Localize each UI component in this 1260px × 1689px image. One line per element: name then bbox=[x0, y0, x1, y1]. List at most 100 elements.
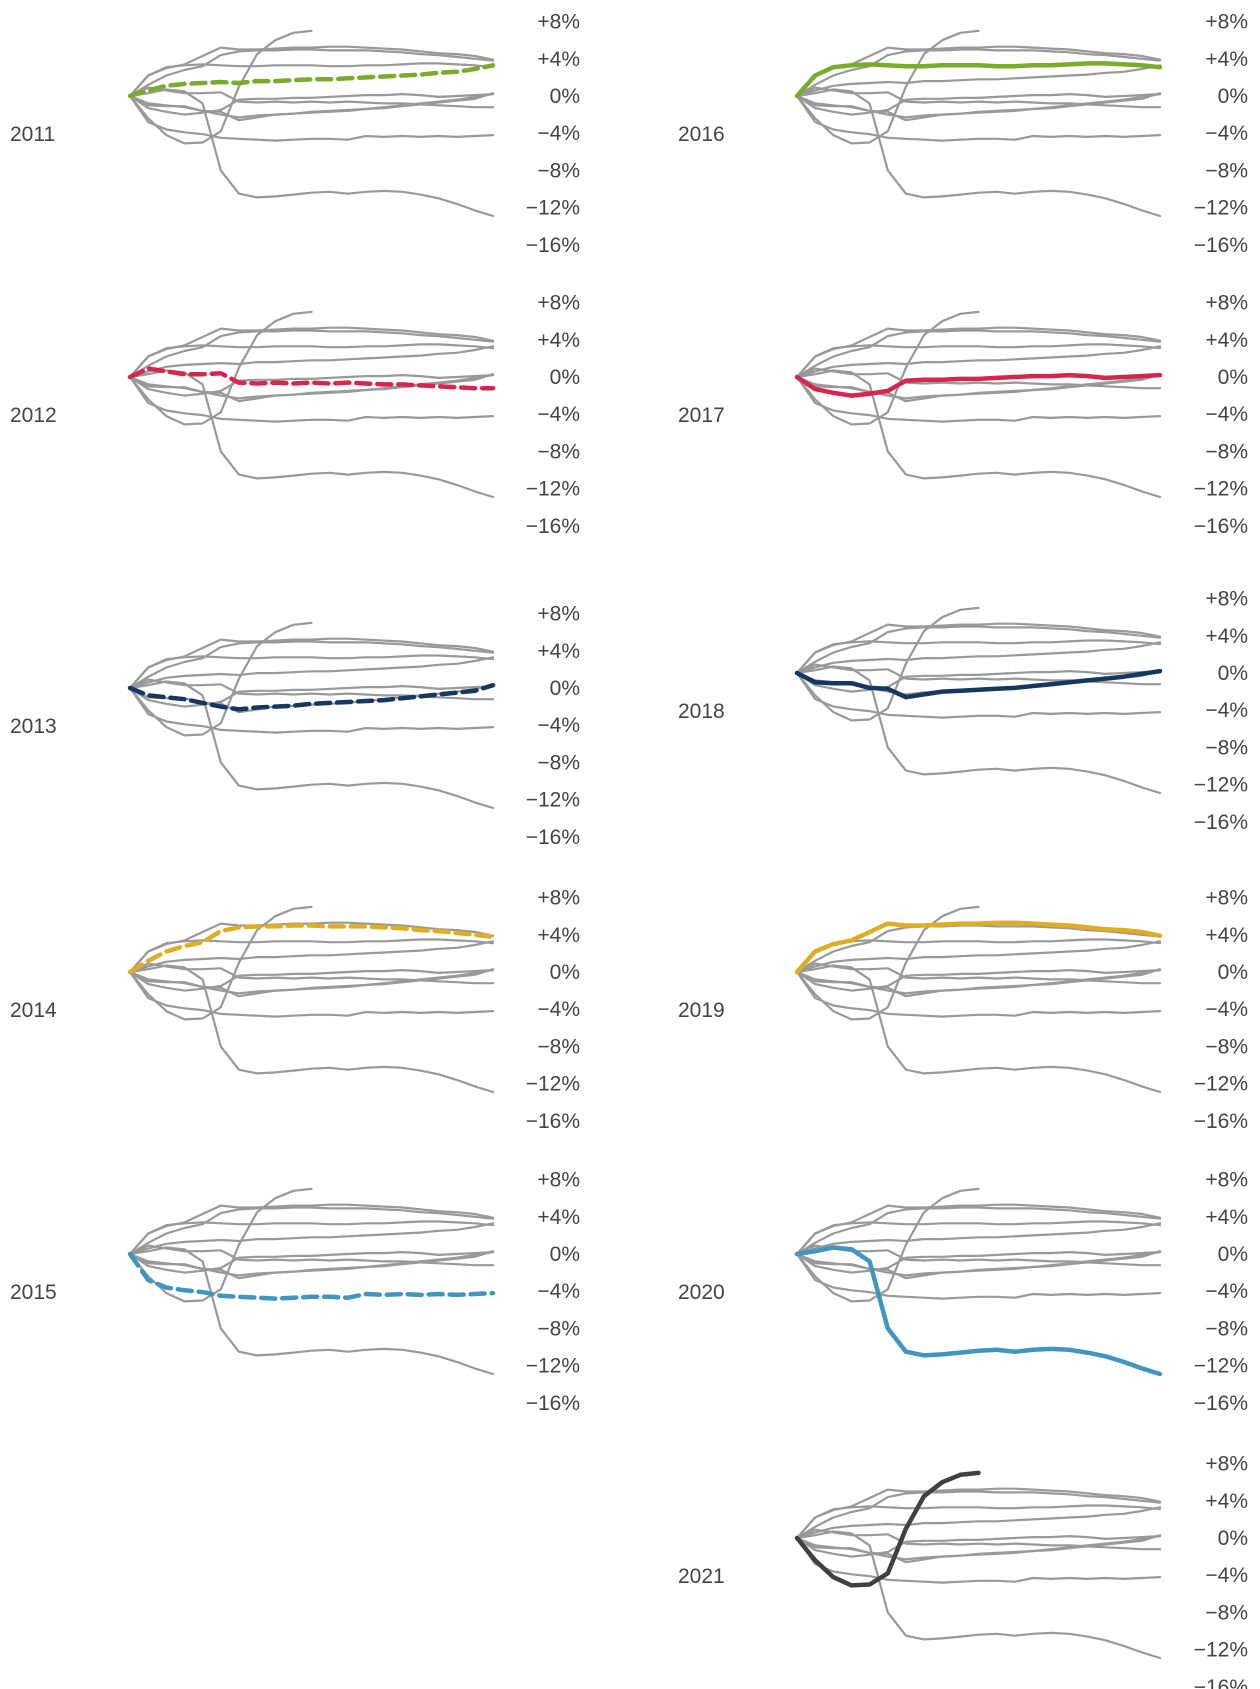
tick-label: +4% bbox=[537, 329, 580, 352]
tick-label: +4% bbox=[1205, 329, 1248, 352]
tick-label: −16% bbox=[526, 826, 580, 849]
panel-2011: 2011 +8% +4% 0% −4% −8% −12% −16% bbox=[10, 11, 580, 257]
background-line-2021 bbox=[795, 905, 980, 1021]
tick-label: −12% bbox=[526, 1073, 580, 1096]
background-line-2021 bbox=[795, 29, 980, 145]
panel-2020: 2020 +8% +4% 0% −4% −8% −12% −16% bbox=[678, 1169, 1248, 1415]
tick-label: −8% bbox=[1205, 1317, 1248, 1340]
tick-label: −8% bbox=[1205, 1035, 1248, 1058]
panel-2019: 2019 +8% +4% 0% −4% −8% −12% −16% bbox=[678, 887, 1248, 1133]
background-line-2019 bbox=[795, 1203, 1162, 1256]
panel-2018: 2018 +8% +4% 0% −4% −8% −12% −16% bbox=[678, 588, 1248, 834]
background-line-2011 bbox=[128, 345, 495, 379]
background-line-2016 bbox=[128, 62, 495, 98]
highlight-line-2016 bbox=[794, 61, 1163, 99]
tick-label: −16% bbox=[526, 515, 580, 538]
tick-label: −16% bbox=[1194, 1392, 1248, 1415]
background-line-2011 bbox=[795, 641, 1162, 675]
year-label-2018: 2018 bbox=[678, 700, 725, 723]
background-line-2012 bbox=[795, 367, 1162, 390]
background-line-2021 bbox=[795, 310, 980, 426]
background-line-2019 bbox=[128, 637, 495, 690]
tick-label: +4% bbox=[1205, 924, 1248, 947]
background-line-2021 bbox=[795, 606, 980, 722]
tick-label: 0% bbox=[550, 677, 580, 700]
highlight-line-2011 bbox=[127, 63, 496, 99]
tick-label: −12% bbox=[526, 197, 580, 220]
tick-label: −12% bbox=[1194, 1355, 1248, 1378]
tick-label: 0% bbox=[1218, 961, 1248, 984]
tick-label: −4% bbox=[537, 403, 580, 426]
background-line-2017 bbox=[128, 93, 495, 116]
background-line-2015 bbox=[795, 94, 1162, 142]
background-line-2020 bbox=[795, 369, 1162, 499]
tick-label: −8% bbox=[1205, 159, 1248, 182]
background-line-2020 bbox=[128, 964, 495, 1094]
background-line-2011 bbox=[795, 940, 1162, 974]
tick-label: 0% bbox=[550, 85, 580, 108]
highlight-line-2014 bbox=[127, 923, 496, 975]
highlight-line-2020 bbox=[794, 1245, 1163, 1377]
background-line-2011 bbox=[795, 1506, 1162, 1540]
background-line-2015 bbox=[128, 686, 495, 734]
tick-label: −8% bbox=[537, 1317, 580, 1340]
background-line-2011 bbox=[128, 1222, 495, 1256]
tick-label: −4% bbox=[1205, 1564, 1248, 1587]
background-line-2015 bbox=[128, 375, 495, 423]
tick-label: +8% bbox=[1205, 292, 1248, 315]
background-line-2021 bbox=[795, 1187, 980, 1303]
background-line-2012 bbox=[128, 86, 495, 109]
tick-label: −12% bbox=[1194, 197, 1248, 220]
background-line-2012 bbox=[795, 663, 1162, 686]
tick-label: −4% bbox=[1205, 122, 1248, 145]
background-line-2016 bbox=[128, 654, 495, 690]
tick-label: 0% bbox=[1218, 1527, 1248, 1550]
tick-label: −8% bbox=[537, 1035, 580, 1058]
background-line-2017 bbox=[795, 1251, 1162, 1274]
background-line-2018 bbox=[795, 1535, 1162, 1564]
background-line-2011 bbox=[795, 345, 1162, 379]
tick-label: 0% bbox=[1218, 662, 1248, 685]
tick-label: +8% bbox=[1205, 887, 1248, 910]
year-label-2016: 2016 bbox=[678, 123, 725, 146]
background-line-2016 bbox=[795, 1504, 1162, 1540]
tick-label: −16% bbox=[1194, 1676, 1248, 1689]
tick-label: −16% bbox=[1194, 515, 1248, 538]
tick-label: 0% bbox=[550, 366, 580, 389]
tick-label: −8% bbox=[1205, 440, 1248, 463]
panel-2015: 2015 +8% +4% 0% −4% −8% −12% −16% bbox=[10, 1169, 580, 1415]
tick-label: −12% bbox=[1194, 1639, 1248, 1662]
background-line-2017 bbox=[795, 969, 1162, 992]
tick-label: −16% bbox=[526, 1392, 580, 1415]
tick-label: −16% bbox=[1194, 1110, 1248, 1133]
background-line-2014 bbox=[795, 329, 1162, 379]
tick-label: +8% bbox=[537, 603, 580, 626]
background-line-2017 bbox=[128, 374, 495, 397]
tick-label: +8% bbox=[537, 1169, 580, 1192]
panel-2017: 2017 +8% +4% 0% −4% −8% −12% −16% bbox=[678, 292, 1248, 538]
background-line-2012 bbox=[128, 962, 495, 985]
year-label-2012: 2012 bbox=[10, 404, 57, 427]
tick-label: +4% bbox=[1205, 1490, 1248, 1513]
tick-label: −8% bbox=[537, 159, 580, 182]
background-line-2019 bbox=[795, 622, 1162, 675]
tick-label: +4% bbox=[1205, 1206, 1248, 1229]
tick-label: +4% bbox=[537, 924, 580, 947]
background-line-2014 bbox=[795, 48, 1162, 98]
background-line-2020 bbox=[795, 665, 1162, 795]
tick-label: +4% bbox=[1205, 48, 1248, 71]
tick-label: −16% bbox=[526, 234, 580, 257]
tick-label: −12% bbox=[526, 1355, 580, 1378]
year-label-2014: 2014 bbox=[10, 999, 57, 1022]
background-line-2017 bbox=[128, 685, 495, 708]
background-line-2018 bbox=[128, 93, 495, 122]
background-line-2017 bbox=[795, 670, 1162, 693]
background-line-2017 bbox=[795, 93, 1162, 116]
tick-label: +4% bbox=[1205, 625, 1248, 648]
background-line-2011 bbox=[128, 656, 495, 690]
year-label-2019: 2019 bbox=[678, 999, 725, 1022]
highlight-line-2019 bbox=[794, 920, 1163, 975]
background-line-2014 bbox=[795, 625, 1162, 675]
background-line-2011 bbox=[795, 64, 1162, 98]
